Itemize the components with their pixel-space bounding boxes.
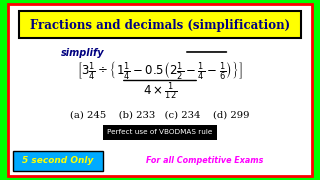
FancyBboxPatch shape [103, 125, 217, 140]
Text: Fractions and decimals (simplification): Fractions and decimals (simplification) [30, 19, 290, 32]
Text: 5 second Only: 5 second Only [22, 156, 93, 165]
Text: $4\times\frac{1}{12}$: $4\times\frac{1}{12}$ [143, 80, 177, 102]
FancyBboxPatch shape [19, 10, 301, 38]
Text: simplify: simplify [61, 48, 104, 58]
Text: (a) 245    (b) 233   (c) 234    (d) 299: (a) 245 (b) 233 (c) 234 (d) 299 [70, 111, 250, 120]
Text: Perfect use of VBODMAS rule: Perfect use of VBODMAS rule [107, 129, 213, 135]
FancyBboxPatch shape [12, 151, 103, 171]
Text: $\left[3\frac{1}{4}\div\left\{1\frac{1}{4}-0.5\left(2\frac{1}{2}-\frac{1}{4}-\fr: $\left[3\frac{1}{4}\div\left\{1\frac{1}{… [77, 59, 243, 81]
Text: For all Competitive Exams: For all Competitive Exams [147, 156, 264, 165]
